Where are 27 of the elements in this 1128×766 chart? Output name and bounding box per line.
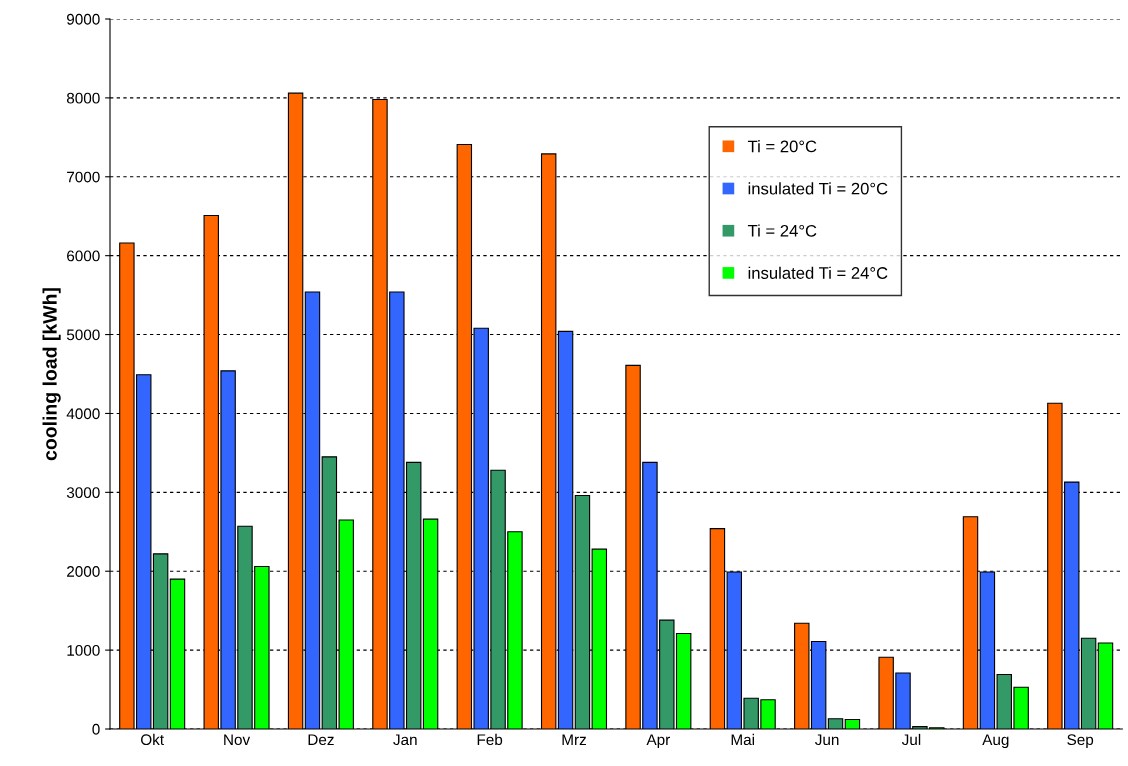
y-axis-title: cooling load [kWh] (42, 288, 61, 461)
x-tick-label: Sep (1067, 734, 1094, 749)
x-tick-label: Jun (815, 734, 839, 746)
x-tick-label: Nov (224, 734, 251, 746)
y-tick-label: 0 (92, 723, 100, 735)
x-tick-label: Apr (646, 734, 670, 749)
y-tick-label: 8000 (66, 92, 100, 104)
legend-label: insulated Ti = 24°C (748, 266, 888, 279)
legend-label: insulated Ti = 20°C (748, 182, 888, 195)
y-tick-label: 1000 (67, 644, 100, 656)
x-tick-label: Mrz (562, 734, 586, 745)
x-tick-label: Dez (308, 734, 334, 746)
y-tick-label: 3000 (66, 487, 100, 499)
x-tick-label: Mai (731, 733, 755, 746)
x-tick-label: Jul (901, 733, 921, 746)
x-tick-label: Aug (982, 734, 1009, 749)
y-tick-label: 6000 (67, 250, 100, 262)
x-tick-label: Okt (141, 733, 164, 746)
y-tick-label: 9000 (67, 13, 100, 25)
y-tick-label: 5000 (66, 329, 100, 341)
x-tick-label: Feb (477, 733, 503, 746)
legend-label: Ti = 20°C (747, 140, 817, 153)
x-tick-label: Jan (393, 734, 417, 746)
y-tick-label: 2000 (67, 566, 100, 577)
legend-label: Ti = 24°C (747, 224, 817, 237)
y-tick-label: 4000 (66, 408, 100, 420)
y-tick-label: 7000 (67, 171, 100, 183)
